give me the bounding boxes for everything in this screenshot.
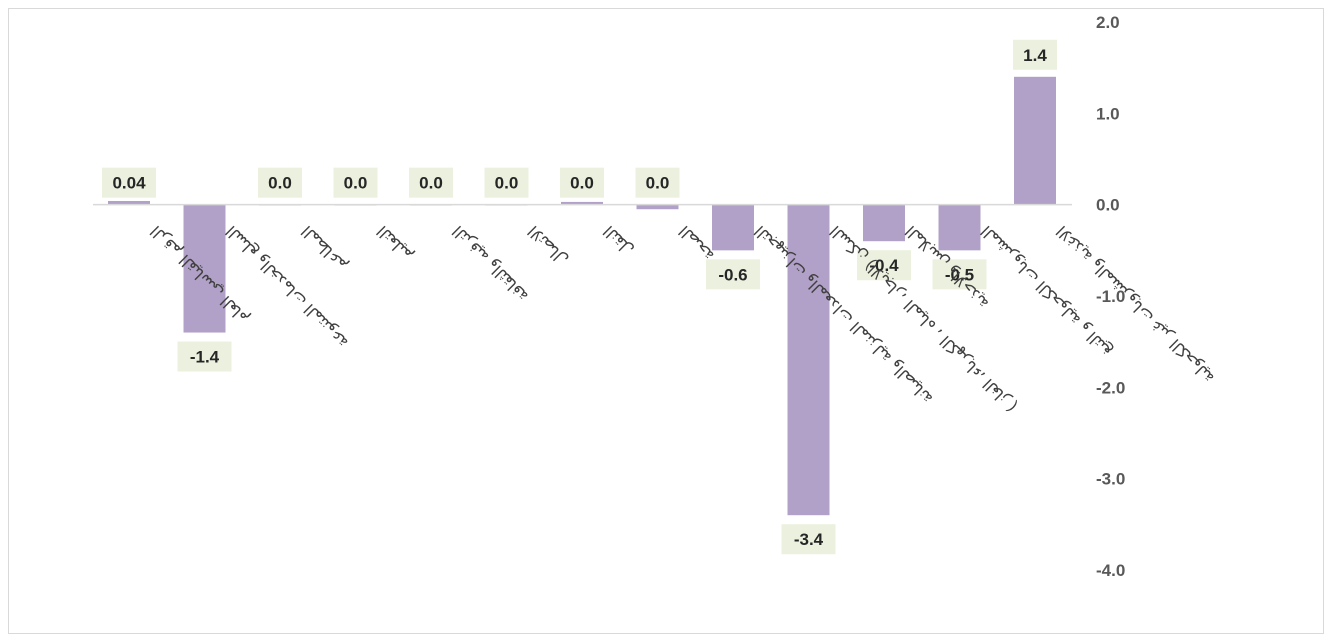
bar: [712, 204, 754, 251]
y-tick-label: -2.0: [1096, 378, 1125, 397]
data-label: -0.6: [718, 265, 747, 284]
y-tick-label: -4.0: [1096, 561, 1125, 580]
y-tick-label: 0.0: [1096, 196, 1120, 215]
bar: [183, 204, 226, 333]
y-tick-label: -3.0: [1096, 470, 1125, 489]
y-tick-label: -1.0: [1096, 287, 1125, 306]
data-label: 0.0: [419, 174, 443, 193]
data-label-box: [333, 167, 378, 198]
bar: [636, 204, 679, 210]
data-label-box: [258, 167, 302, 198]
data-label-box: [102, 167, 156, 198]
bar: [108, 201, 150, 205]
data-label-box: [706, 259, 760, 290]
chart-frame: [8, 8, 1324, 634]
category-label: الصحة: [676, 222, 718, 264]
bar: [1014, 76, 1056, 205]
data-label: 0.0: [495, 174, 519, 193]
data-label-box: [635, 167, 680, 198]
data-label-box: [932, 259, 987, 290]
category-label: الاتصال: [525, 222, 571, 268]
data-label: -1.4: [190, 348, 220, 367]
bar: [561, 201, 603, 205]
category-label: الاغذية والمشروبات غير الكحولية: [1054, 221, 1219, 386]
data-label: 0.0: [344, 174, 368, 193]
data-label-box: [781, 524, 836, 555]
data-label: -3.4: [794, 530, 824, 549]
data-label: 1.4: [1023, 46, 1047, 65]
data-label-box: [1013, 39, 1057, 70]
bar: [938, 204, 981, 251]
data-label: -0.4: [869, 256, 899, 275]
data-label: 0.0: [570, 174, 594, 193]
data-label-box: [484, 167, 529, 198]
data-label: -0.5: [945, 265, 974, 284]
category-label: النقل: [601, 222, 637, 258]
category-label: المطاعم: [299, 222, 351, 274]
y-tick-label: 1.0: [1096, 104, 1120, 123]
data-label: 0.0: [646, 174, 670, 193]
data-label: 0.04: [112, 174, 146, 193]
bar: [863, 204, 905, 242]
y-tick-label: 2.0: [1096, 13, 1120, 32]
data-label-box: [177, 341, 232, 372]
category-label: التعليم: [374, 222, 416, 264]
data-label: 0.0: [268, 174, 292, 193]
category-label: الترفيه والثقافة: [450, 221, 533, 304]
category-label: السلع والخدمات المتنوعة: [223, 221, 353, 351]
data-label-box: [560, 167, 604, 198]
data-label-box: [857, 250, 911, 281]
data-label-box: [409, 167, 453, 198]
bar: [787, 204, 830, 516]
